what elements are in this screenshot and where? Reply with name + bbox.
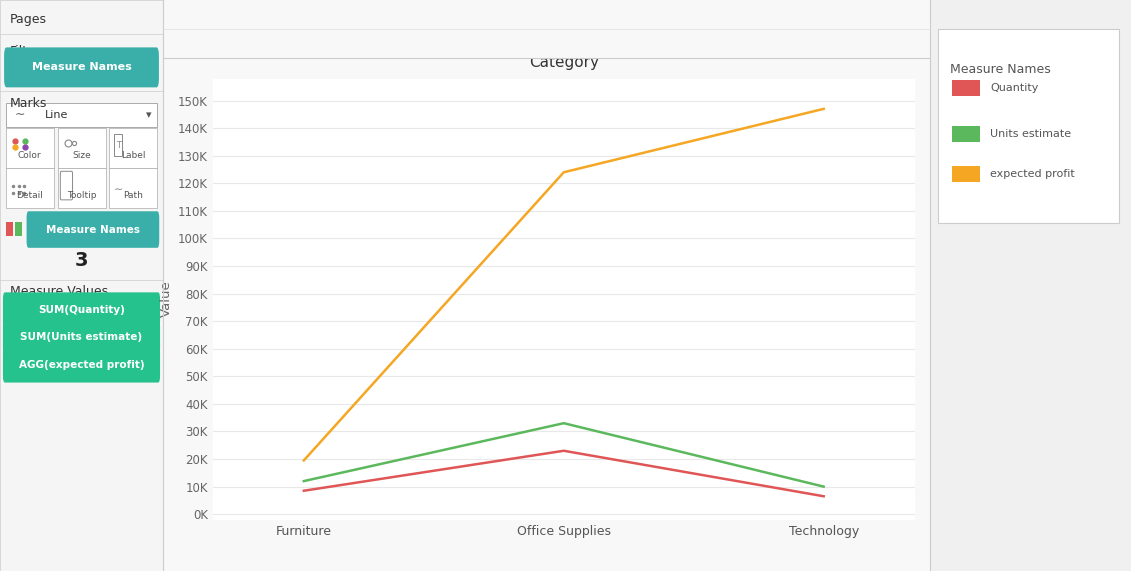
Text: SUM(Units estimate): SUM(Units estimate) bbox=[20, 332, 143, 343]
Bar bbox=[213, 79, 915, 520]
Text: Measure Values: Measure Values bbox=[10, 285, 107, 297]
FancyBboxPatch shape bbox=[6, 128, 54, 168]
FancyBboxPatch shape bbox=[3, 320, 161, 355]
Text: ⁝⁝⁝: ⁝⁝⁝ bbox=[170, 7, 178, 16]
Text: Tooltip: Tooltip bbox=[67, 191, 96, 200]
Text: 1: 1 bbox=[439, 9, 446, 19]
Bar bbox=[15, 222, 21, 236]
Text: Units estimate: Units estimate bbox=[991, 128, 1071, 139]
FancyBboxPatch shape bbox=[5, 47, 159, 87]
FancyBboxPatch shape bbox=[58, 128, 105, 168]
Text: Line: Line bbox=[45, 110, 69, 120]
FancyBboxPatch shape bbox=[301, 31, 469, 54]
Text: Category: Category bbox=[352, 9, 408, 19]
Text: 2: 2 bbox=[466, 38, 473, 48]
Text: Color: Color bbox=[18, 151, 42, 160]
Text: Measure Names: Measure Names bbox=[46, 224, 140, 235]
FancyBboxPatch shape bbox=[110, 128, 157, 168]
Text: ☰: ☰ bbox=[320, 38, 328, 47]
Bar bbox=[952, 166, 981, 182]
Text: Rows: Rows bbox=[200, 37, 231, 50]
FancyBboxPatch shape bbox=[301, 3, 443, 25]
FancyBboxPatch shape bbox=[3, 292, 161, 328]
Y-axis label: Value: Value bbox=[159, 281, 172, 317]
Text: 3: 3 bbox=[75, 251, 88, 271]
Text: ∼: ∼ bbox=[113, 184, 123, 195]
Text: Measure Names: Measure Names bbox=[950, 63, 1051, 76]
FancyBboxPatch shape bbox=[6, 168, 54, 208]
Bar bbox=[114, 134, 122, 156]
Text: Size: Size bbox=[72, 151, 90, 160]
Text: -: - bbox=[450, 9, 455, 19]
Text: ⁝⁝: ⁝⁝ bbox=[170, 39, 174, 48]
Text: expected profit: expected profit bbox=[991, 168, 1076, 179]
Text: SUM(Quantity): SUM(Quantity) bbox=[38, 305, 124, 315]
Text: Measure Names: Measure Names bbox=[32, 62, 131, 73]
Text: ⊡: ⊡ bbox=[320, 9, 328, 19]
Text: ∼: ∼ bbox=[15, 108, 25, 121]
Text: Columns: Columns bbox=[200, 5, 251, 18]
Text: Label: Label bbox=[121, 151, 146, 160]
Text: Measure Values: Measure Values bbox=[344, 38, 442, 48]
Text: Quantity: Quantity bbox=[991, 83, 1038, 93]
Text: T: T bbox=[115, 140, 121, 150]
FancyBboxPatch shape bbox=[58, 168, 105, 208]
Bar bbox=[952, 80, 981, 96]
Text: ▾: ▾ bbox=[146, 110, 152, 120]
Text: Detail: Detail bbox=[16, 191, 43, 200]
Text: Pages: Pages bbox=[10, 14, 46, 26]
Title: Category: Category bbox=[529, 55, 598, 70]
Bar bbox=[952, 126, 981, 142]
FancyBboxPatch shape bbox=[938, 29, 1119, 223]
Text: AGG(expected profit): AGG(expected profit) bbox=[19, 360, 145, 370]
Text: Filters: Filters bbox=[10, 45, 48, 58]
FancyBboxPatch shape bbox=[3, 347, 161, 383]
FancyBboxPatch shape bbox=[110, 168, 157, 208]
FancyBboxPatch shape bbox=[26, 211, 159, 248]
Text: Marks: Marks bbox=[10, 98, 48, 110]
FancyBboxPatch shape bbox=[6, 103, 157, 127]
Text: Path: Path bbox=[123, 191, 144, 200]
Bar bbox=[6, 222, 14, 236]
